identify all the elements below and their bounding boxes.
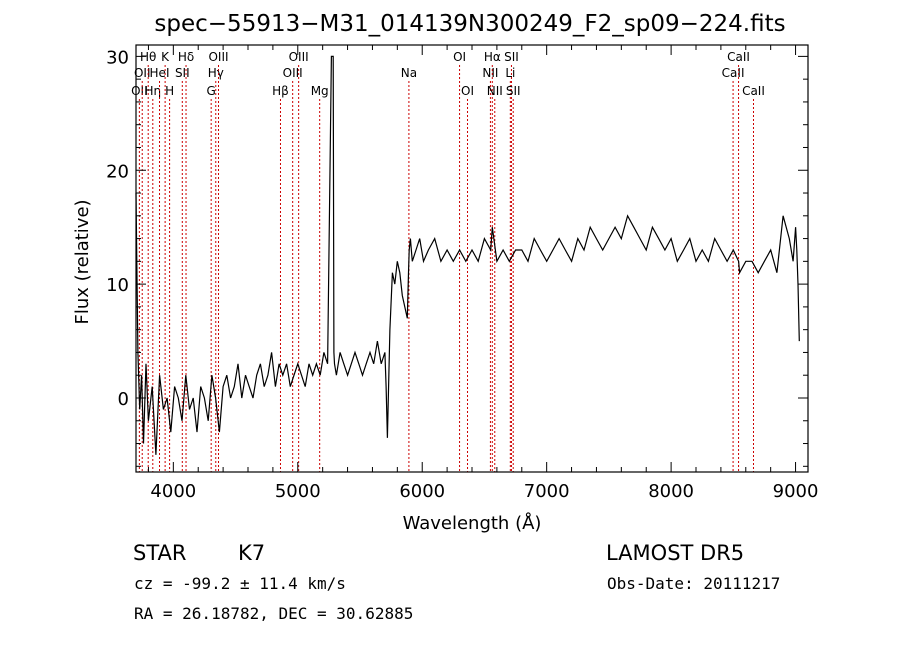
line-marker-label: K (161, 50, 170, 64)
x-tick-label: 7000 (524, 481, 570, 502)
x-tick-label: 9000 (773, 481, 819, 502)
line-marker-label: OIII (208, 50, 228, 64)
object-subclass: K7 (238, 541, 266, 565)
survey-name: LAMOST DR5 (606, 541, 745, 565)
line-marker-label: OI (453, 50, 466, 64)
line-marker-label: Hβ (272, 84, 289, 98)
object-class: STAR (133, 541, 187, 565)
line-marker-label: CaII (742, 84, 765, 98)
y-tick-label: 30 (106, 47, 129, 68)
x-tick-label: 4000 (150, 481, 196, 502)
y-tick-label: 0 (118, 389, 129, 410)
spectrum-line (135, 55, 800, 455)
line-marker-label: OII (134, 66, 151, 80)
redshift-text: cz = -99.2 ± 11.4 km/s (134, 574, 346, 593)
observation-date: Obs-Date: 20111217 (607, 574, 781, 593)
line-marker-label: CaII (722, 66, 745, 80)
line-marker-label: Mg (311, 84, 329, 98)
line-marker-label: H (165, 84, 174, 98)
line-marker-label: SII (506, 84, 521, 98)
x-tick-label: 6000 (399, 481, 445, 502)
axes: 4000 5000 6000 7000 8000 9000 0 10 20 30 (106, 45, 818, 502)
line-marker-label: OII (131, 84, 148, 98)
line-marker-label: Hθ (140, 50, 156, 64)
line-marker-label: NII (482, 66, 498, 80)
line-marker-label: HeI (150, 66, 170, 80)
line-marker-label: Hγ (208, 66, 224, 80)
line-marker-label: Hη (144, 84, 161, 98)
line-marker-label: NII (487, 84, 503, 98)
line-marker-label: G (207, 84, 216, 98)
x-tick-label: 8000 (648, 481, 694, 502)
line-marker-label: OIII (289, 50, 309, 64)
chart-title: spec−55913−M31_014139N300249_F2_sp09−224… (154, 11, 785, 37)
line-marker-label: Li (505, 66, 515, 80)
y-axis-label: Flux (relative) (72, 199, 93, 324)
x-axis-label: Wavelength (Å) (403, 512, 542, 534)
coordinates-text: RA = 26.18782, DEC = 30.62885 (134, 604, 414, 623)
line-markers: OIIOIIHθHηHeIKHSIIHδGHγOIIIHβOIIIOIIIMgN… (131, 50, 765, 472)
line-marker-label: Hδ (178, 50, 194, 64)
line-marker-label: SII (175, 66, 190, 80)
spectrum-chart: spec−55913−M31_014139N300249_F2_sp09−224… (72, 11, 818, 534)
line-marker-label: OIII (283, 66, 303, 80)
y-tick-label: 20 (106, 161, 129, 182)
line-marker-label: Hα (484, 50, 501, 64)
line-marker-label: CaII (727, 50, 750, 64)
line-marker-label: OI (461, 84, 474, 98)
line-marker-label: SII (504, 50, 519, 64)
y-tick-label: 10 (106, 275, 129, 296)
line-marker-label: Na (401, 66, 417, 80)
x-tick-label: 5000 (275, 481, 321, 502)
